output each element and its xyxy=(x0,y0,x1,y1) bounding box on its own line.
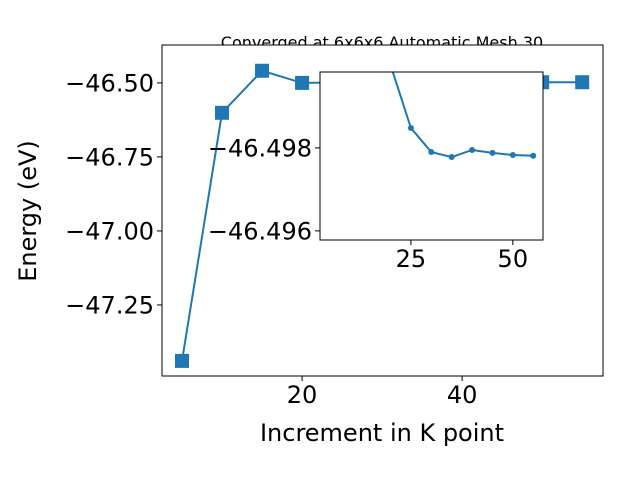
x-axis-label: Increment in K point xyxy=(260,419,504,447)
x-tick-label: 50 xyxy=(498,245,529,273)
y-axis-label: Energy (eV) xyxy=(14,140,42,282)
y-tick-label: −46.75 xyxy=(65,144,154,172)
marker xyxy=(215,105,230,120)
plot-layer xyxy=(391,72,537,161)
marker xyxy=(530,152,537,159)
y-tick-label: −46.496 xyxy=(208,218,312,246)
marker xyxy=(295,75,310,90)
marker xyxy=(255,63,270,78)
y-tick-label: −46.498 xyxy=(208,135,312,163)
marker xyxy=(489,149,496,156)
y-tick-label: −47.25 xyxy=(65,292,154,320)
plot-area xyxy=(320,72,543,240)
marker xyxy=(448,154,455,161)
x-tick-label: 20 xyxy=(287,381,318,409)
marker xyxy=(575,75,590,90)
x-tick-label: 40 xyxy=(447,381,478,409)
y-tick-label: −46.50 xyxy=(65,70,154,98)
marker xyxy=(428,149,435,156)
marker xyxy=(509,151,516,158)
line xyxy=(391,72,534,159)
marker xyxy=(469,146,476,153)
y-tick-label: −47.00 xyxy=(65,218,154,246)
marker xyxy=(175,353,190,368)
axes-frame xyxy=(319,71,544,241)
x-tick-label: 25 xyxy=(396,245,427,273)
marker xyxy=(407,125,414,131)
axes-frame xyxy=(161,44,604,377)
